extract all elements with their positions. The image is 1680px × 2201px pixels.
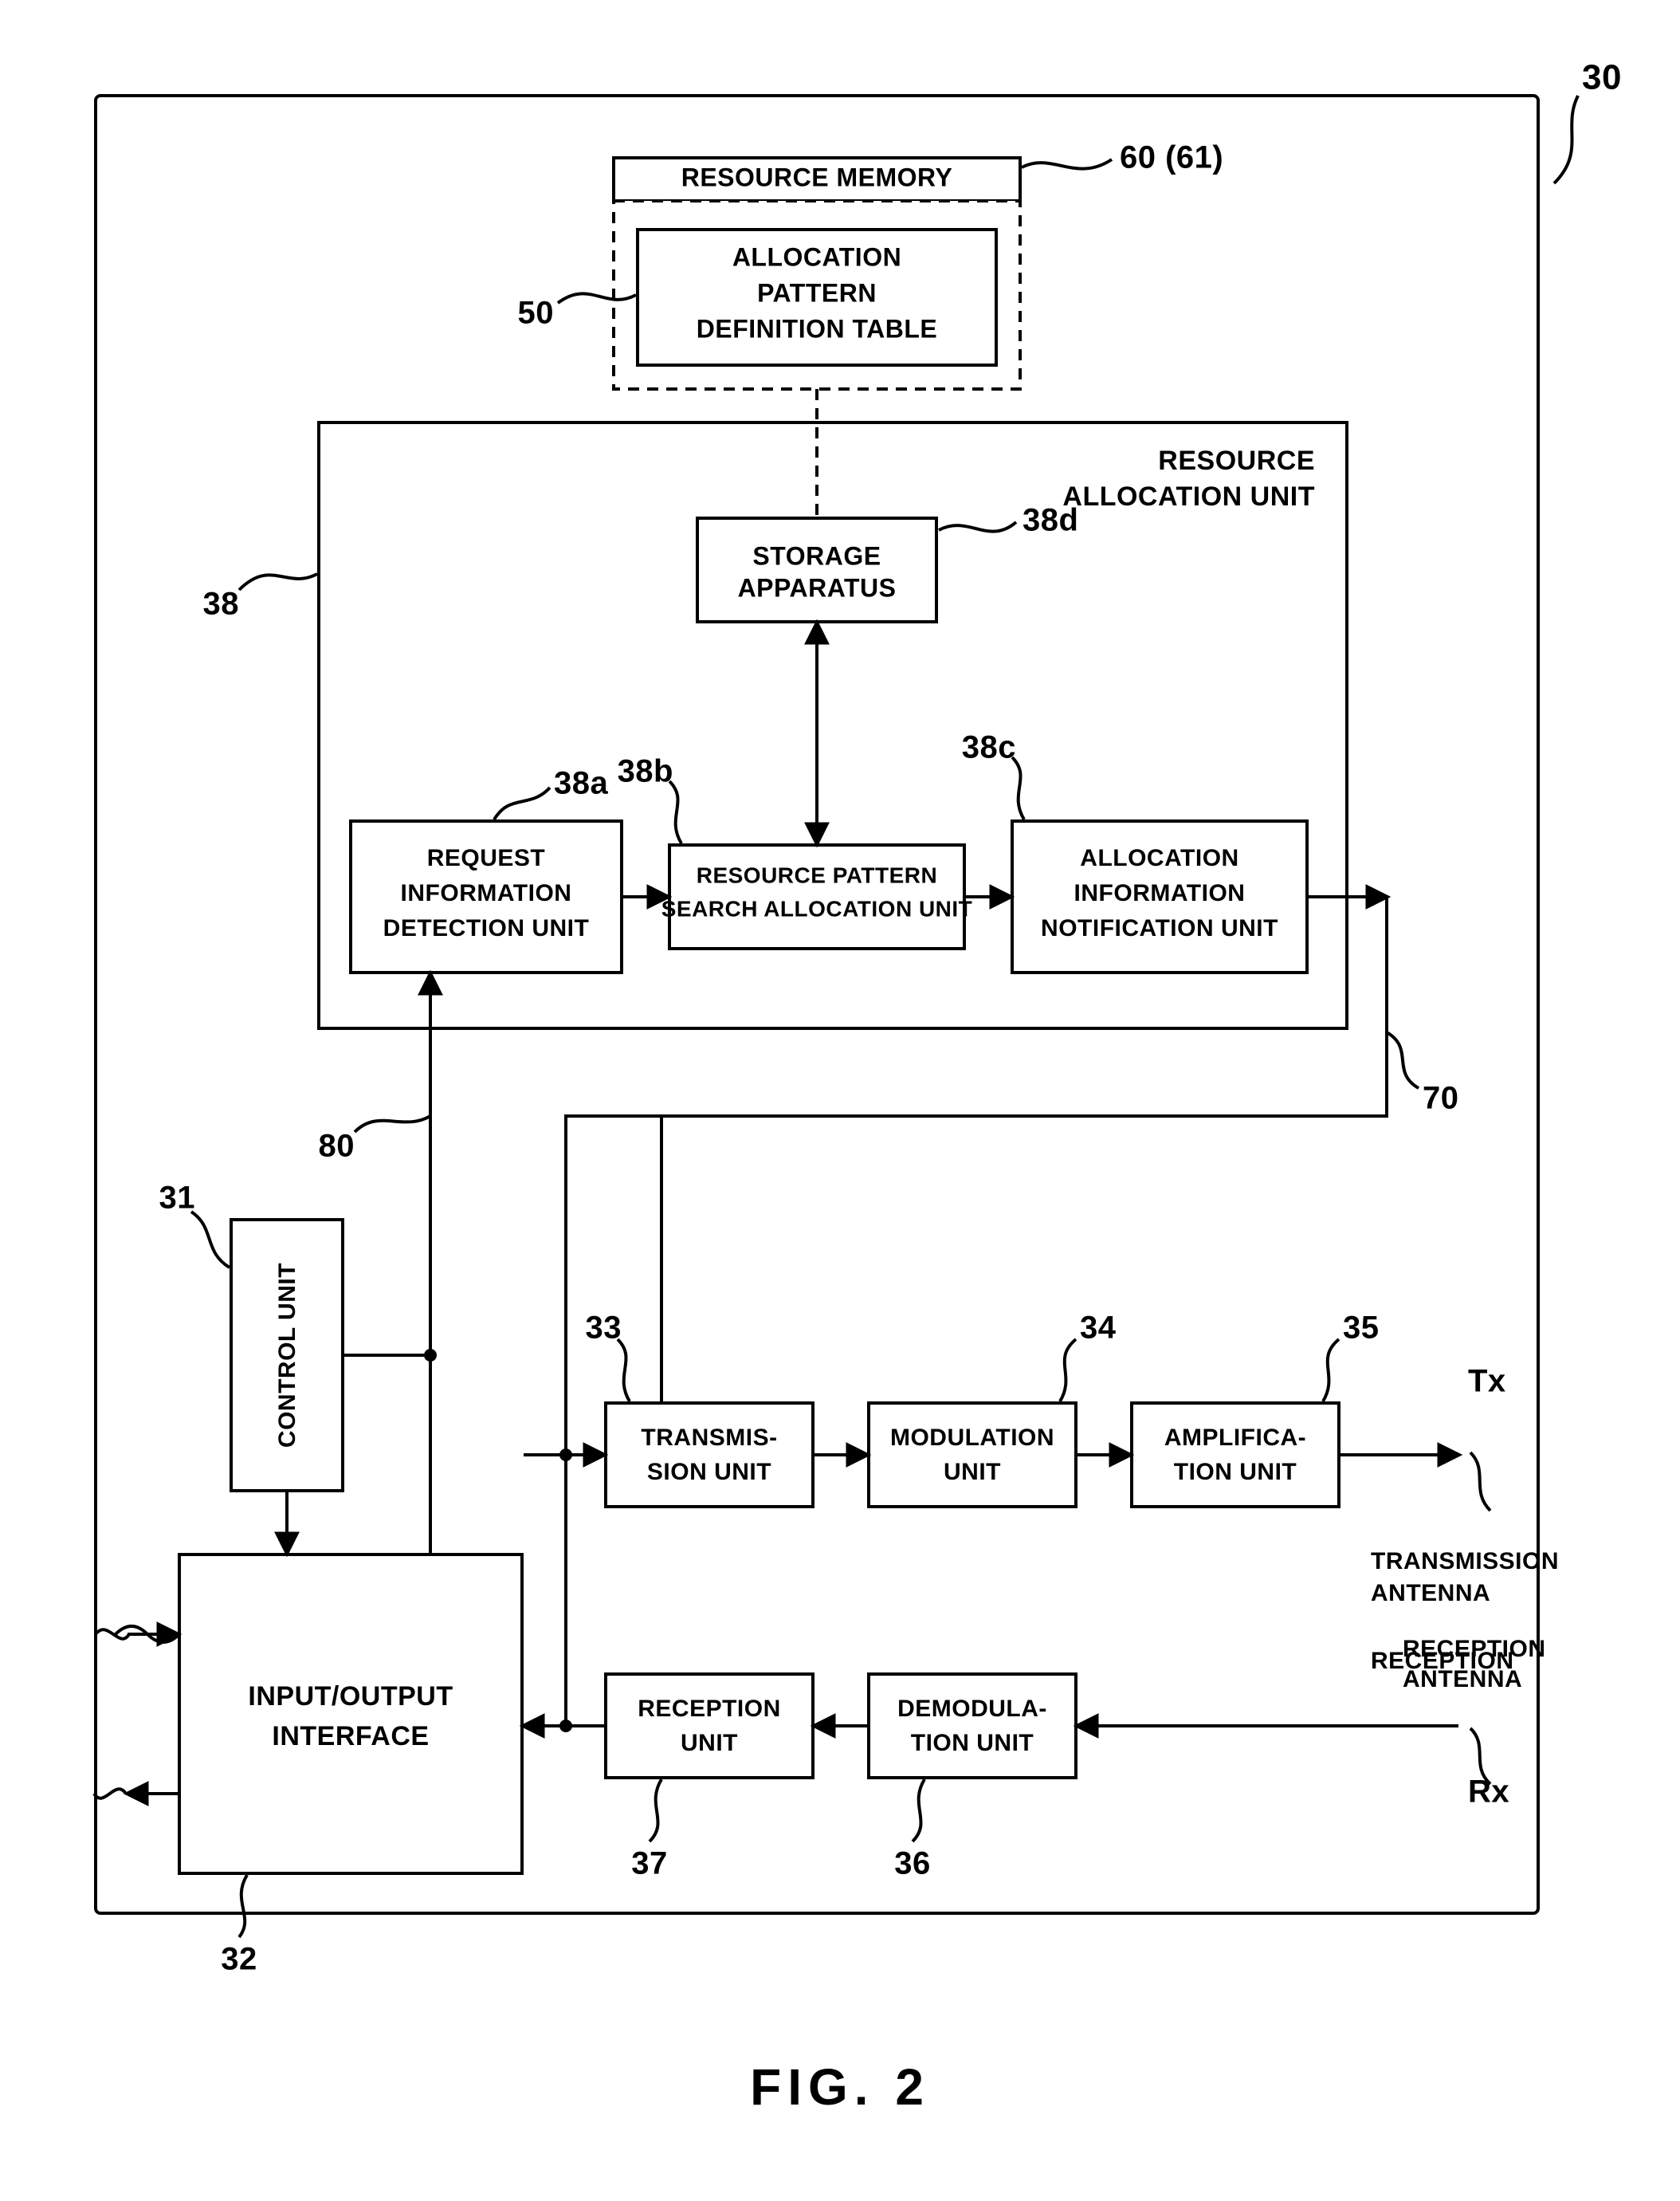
ref-30: 30 — [1582, 58, 1622, 97]
ref-38d: 38d — [1023, 503, 1078, 538]
ref-33: 33 — [586, 1311, 622, 1346]
svg-text:AMPLIFICA-: AMPLIFICA- — [1164, 1425, 1306, 1451]
svg-text:TRANSMIS-: TRANSMIS- — [641, 1425, 777, 1451]
svg-text:ALLOCATION UNIT: ALLOCATION UNIT — [1062, 481, 1315, 512]
svg-text:CONTROL UNIT: CONTROL UNIT — [274, 1263, 300, 1448]
svg-text:STORAGE: STORAGE — [752, 541, 881, 570]
svg-text:REQUEST: REQUEST — [427, 845, 546, 871]
diagram-canvas: 30 RESOURCE MEMORY 60 (61) ALLOCATION PA… — [0, 0, 1680, 2201]
svg-text:UNIT: UNIT — [944, 1459, 1001, 1485]
svg-text:SEARCH ALLOCATION UNIT: SEARCH ALLOCATION UNIT — [661, 896, 973, 921]
ref-70: 70 — [1423, 1081, 1459, 1116]
ref-31: 31 — [159, 1181, 196, 1216]
svg-text:DEFINITION TABLE: DEFINITION TABLE — [697, 314, 938, 343]
ref-80: 80 — [319, 1129, 355, 1164]
ref-38c: 38c — [962, 730, 1016, 765]
svg-text:NOTIFICATION UNIT: NOTIFICATION UNIT — [1041, 915, 1278, 941]
ref-35: 35 — [1343, 1311, 1380, 1346]
svg-text:RECEPTION: RECEPTION — [638, 1696, 781, 1722]
leader-30 — [1554, 96, 1578, 183]
ref-rx: Rx — [1468, 1775, 1509, 1810]
svg-text:PATTERN: PATTERN — [757, 278, 877, 307]
svg-text:INTERFACE: INTERFACE — [272, 1721, 429, 1751]
svg-text:ALLOCATION: ALLOCATION — [1080, 845, 1238, 871]
svg-text:APPARATUS: APPARATUS — [738, 573, 897, 602]
svg-text:TION UNIT: TION UNIT — [911, 1730, 1034, 1756]
svg-text:RECEPTION: RECEPTION — [1403, 1636, 1546, 1662]
svg-text:DEMODULA-: DEMODULA- — [897, 1696, 1047, 1722]
ref-34: 34 — [1080, 1311, 1117, 1346]
svg-text:RESOURCE: RESOURCE — [1158, 446, 1315, 476]
svg-text:ANTENNA: ANTENNA — [1371, 1580, 1490, 1606]
ref-38a: 38a — [554, 766, 608, 801]
svg-text:MODULATION: MODULATION — [890, 1425, 1054, 1451]
svg-text:DETECTION UNIT: DETECTION UNIT — [383, 915, 590, 941]
svg-text:INPUT/OUTPUT: INPUT/OUTPUT — [248, 1681, 453, 1712]
svg-text:INFORMATION: INFORMATION — [1074, 880, 1246, 906]
svg-text:ALLOCATION: ALLOCATION — [732, 242, 901, 271]
svg-text:TRANSMISSION: TRANSMISSION — [1371, 1548, 1559, 1574]
ref-37: 37 — [631, 1846, 668, 1881]
ref-38b: 38b — [618, 754, 673, 789]
ref-50: 50 — [518, 296, 555, 331]
ref-60: 60 (61) — [1120, 140, 1223, 175]
ref-38: 38 — [203, 587, 240, 622]
ref-32: 32 — [221, 1942, 257, 1977]
ref-36: 36 — [894, 1846, 931, 1881]
svg-text:SION UNIT: SION UNIT — [647, 1459, 771, 1485]
svg-text:INFORMATION: INFORMATION — [401, 880, 572, 906]
resource-memory-label: RESOURCE MEMORY — [681, 163, 953, 191]
svg-text:UNIT: UNIT — [681, 1730, 738, 1756]
figure-label: FIG. 2 — [750, 2058, 930, 2116]
svg-text:RESOURCE PATTERN: RESOURCE PATTERN — [697, 863, 938, 887]
ref-tx: Tx — [1468, 1364, 1506, 1399]
svg-text:TION UNIT: TION UNIT — [1174, 1459, 1297, 1485]
svg-text:ANTENNA: ANTENNA — [1403, 1666, 1522, 1692]
